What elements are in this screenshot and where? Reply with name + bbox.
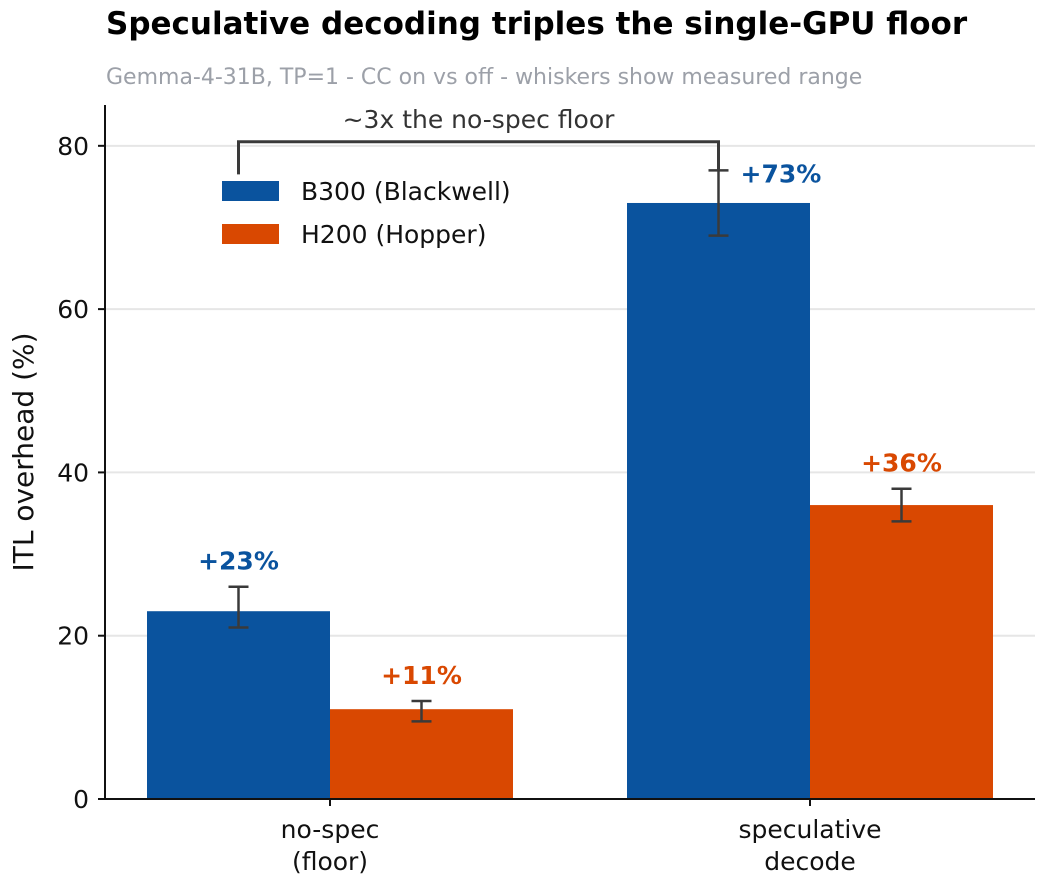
y-tick-label: 80 — [57, 132, 89, 161]
y-tick-label: 40 — [57, 458, 89, 487]
data-label: +36% — [861, 449, 942, 478]
y-axis-label: ITL overhead (%) — [7, 332, 40, 571]
data-labels: +23% +73% +11% +36% — [198, 159, 942, 690]
annotation: ~3x the no-spec floor — [237, 105, 720, 175]
axes: 0 20 40 60 80 no-spec (floor) speculative decode — [57, 105, 1035, 876]
bar — [627, 202, 810, 800]
x-tick-label: decode — [764, 847, 856, 876]
legend-label: B300 (Blackwell) — [301, 177, 511, 206]
chart-title: Speculative decoding triples the single-… — [106, 6, 968, 42]
chart-subtitle: Gemma-4-31B, TP=1 - CC on vs off - whisk… — [106, 65, 862, 90]
legend-swatch — [222, 224, 279, 244]
annotation-text: ~3x the no-spec floor — [343, 105, 615, 134]
annotation-bracket — [237, 140, 720, 175]
error-bars — [228, 169, 912, 723]
bars — [147, 202, 993, 800]
bar — [810, 505, 993, 799]
legend-swatch — [222, 181, 279, 201]
data-label: +73% — [741, 159, 822, 188]
x-tick-label: (floor) — [292, 847, 368, 876]
legend: B300 (Blackwell) H200 (Hopper) — [222, 177, 511, 249]
x-tick-label: speculative — [738, 815, 881, 844]
bar — [147, 611, 330, 799]
legend-label: H200 (Hopper) — [301, 220, 486, 249]
y-tick-label: 20 — [57, 622, 89, 651]
y-tick-label: 0 — [73, 785, 89, 814]
x-tick-label: no-spec — [281, 815, 380, 844]
bar — [330, 709, 513, 799]
data-label: +11% — [381, 661, 462, 690]
y-tick-label: 60 — [57, 295, 89, 324]
data-label: +23% — [198, 547, 279, 576]
